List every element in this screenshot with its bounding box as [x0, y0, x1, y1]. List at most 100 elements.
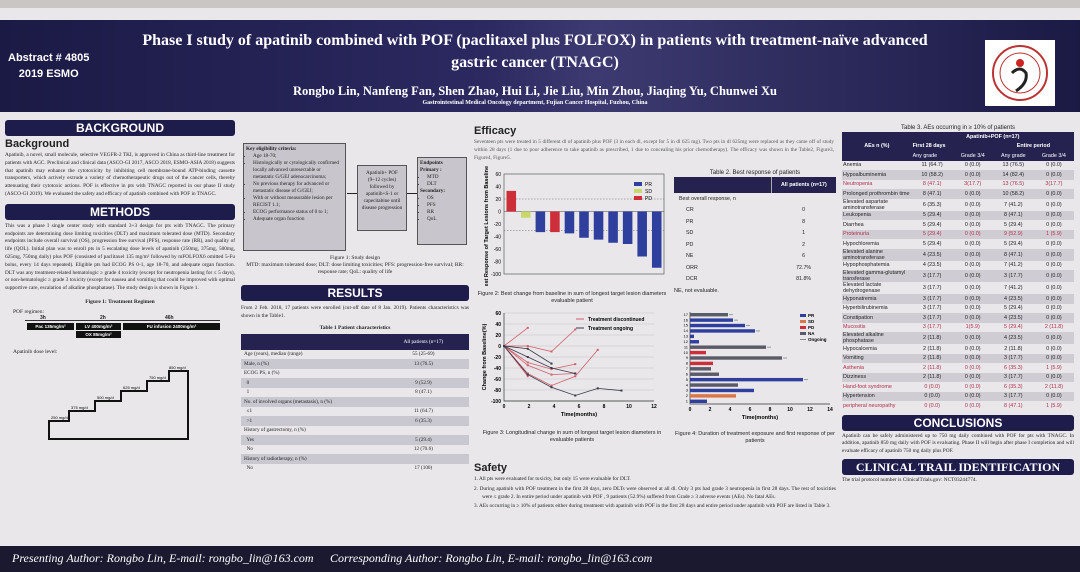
bar-pr	[690, 340, 699, 344]
ae-name: Leukopenia	[842, 210, 912, 220]
ae-value: 5 (29.4)	[911, 210, 953, 220]
data-point	[550, 386, 553, 389]
poster-header: Abstract # 4805 2019 ESMO Phase I study o…	[0, 20, 1080, 112]
y-tick-label: -80	[494, 260, 501, 266]
y-tick-label: 0	[498, 210, 501, 216]
bar-na	[690, 372, 719, 376]
pac-block: Pac 135mg/m²	[27, 322, 74, 330]
bar-pr	[579, 211, 589, 239]
ae-value: 0 (0.0)	[964, 383, 981, 390]
ae-value: 14 (82.4)	[992, 170, 1034, 180]
patient-label: 11	[684, 344, 689, 349]
response-label: ORR	[686, 264, 698, 271]
ae-value: 5 (29.4)	[1004, 221, 1023, 228]
data-point	[526, 345, 529, 348]
table-row: History of gastrectomy, n (%)	[241, 426, 469, 436]
lv-block: LV 400mg/m²	[76, 322, 121, 330]
efficacy-heading: Efficacy	[474, 125, 517, 137]
dose-label: 625 mg/d	[123, 385, 140, 390]
patient-label: 7	[686, 366, 689, 371]
ae-value: 2 (11.8)	[1004, 345, 1023, 352]
table-row: Hand-foot syndrome 0 (0.0) 0 (0.0) 6 (35.3)…	[842, 382, 1074, 392]
row-value: 11 (64.7)	[413, 408, 433, 415]
meeting-name: 2019 ESMO	[18, 68, 79, 80]
secondary-endpoint: RR	[427, 209, 464, 216]
ae-name: Hypoalbuminemia	[842, 170, 912, 180]
hospital-logo	[985, 40, 1055, 106]
criterion: With or without measurable lesion per RE…	[253, 195, 343, 209]
data-point	[550, 362, 553, 365]
table-row: Elevated alkaline phosphatase 2 (11.8) 0 (…	[842, 332, 1074, 344]
patient-label: 12	[684, 339, 689, 344]
fig2-caption: Figure 2: Best change from baseline in s…	[477, 291, 667, 305]
ae-value: 0 (0.0)	[1046, 345, 1062, 352]
grade34-header: Grade 3/4	[952, 151, 993, 161]
background-text: Apatinib, a novel, small molecule, selec…	[5, 152, 235, 197]
table-row: No 17 (100)	[241, 464, 469, 474]
x-tick-label: 6	[749, 407, 752, 413]
criterion: ECOG performance status of 0 to 1;	[253, 209, 343, 216]
row-label: >1	[241, 416, 378, 426]
table-row: Elevated aspartate aminotransferase 6 (35…	[842, 199, 1074, 211]
bar-sd	[690, 394, 736, 398]
table-row: ORR 72.7%	[674, 262, 836, 274]
table-row: Hypophosphatemia 4 (23.5) 0 (0.0) 7 (41.2) 0…	[842, 261, 1074, 271]
any-grade-header: Any grade	[992, 151, 1034, 161]
ae-value: 5 (29.4)	[922, 240, 942, 247]
x-axis-label: Time(months)	[742, 415, 778, 421]
ae-value: 6 (35.3)	[1004, 383, 1023, 390]
y-tick-label: -60	[494, 377, 501, 383]
legend-label: PD	[808, 325, 815, 330]
data-point	[620, 389, 623, 392]
ae-value: 4 (23.5)	[922, 262, 942, 269]
row-value	[377, 454, 469, 464]
bar-pr	[690, 334, 694, 339]
ae-value: 0 (0.0)	[1046, 201, 1062, 208]
time-3h: 3h	[40, 314, 46, 321]
ox-block: OX 85mg/m²	[76, 330, 121, 338]
legend-label: PR	[808, 313, 815, 318]
safety-item: 1. All pts were evaluated for toxicity, …	[474, 476, 631, 482]
table-row: Diarrhea 5 (29.4) 0 (0.0) 5 (29.4) 0 (0.0)	[842, 220, 1074, 230]
data-point	[526, 375, 529, 378]
bar-pr	[690, 329, 755, 333]
table-row: Mucositis 3 (17.7) 1(5.9) 5 (29.4) 2 (11.8)	[842, 323, 1074, 333]
y-tick-label: -40	[494, 235, 501, 241]
row-label: No	[244, 446, 253, 453]
ae-name: Vomiting	[842, 353, 912, 363]
row-value: 12 (70.6)	[413, 446, 433, 453]
patient-label: 2	[686, 393, 689, 398]
row-label: Age (years), median (range)	[244, 351, 303, 358]
ae-value: 0 (0.0)	[952, 229, 993, 239]
data-point	[526, 348, 529, 351]
ae-value: 0 (0.0)	[1033, 353, 1074, 363]
ae-name: Hyponatremia	[842, 294, 912, 304]
ae-value: 2 (11.8)	[911, 353, 953, 363]
ae-value: 3 (17.7)	[922, 305, 942, 312]
bar-pd	[690, 361, 713, 366]
primary-list: MTDDLT	[420, 174, 464, 188]
data-point	[550, 350, 553, 353]
x-tick-label: 2	[528, 404, 531, 410]
criteria-list: Age 18-70;Histologically or cytologicall…	[246, 153, 343, 223]
response-label: CR	[686, 207, 694, 214]
bar-pd	[550, 211, 560, 233]
conclusions-text: Apatinib can be safely administered up t…	[842, 432, 1074, 455]
ae-name: Neutropenia	[843, 181, 873, 188]
ae-value: 0 (0.0)	[964, 162, 981, 169]
data-point	[526, 361, 529, 364]
data-point	[550, 373, 553, 376]
ae-value: 0 (0.0)	[952, 170, 993, 180]
table-row: ≤1 11 (64.7)	[241, 407, 469, 417]
table2-col-header: All patients (n=17)	[770, 177, 836, 193]
ae-value: 4 (23.5)	[992, 313, 1034, 323]
bar-pr	[564, 211, 575, 234]
fu-block: FU infusion 2400mg/m²	[123, 322, 220, 330]
table-row: Elevated alanine aminotransferase 4 (23.5…	[842, 248, 1074, 261]
dose-label: 850 mg/d	[169, 365, 186, 370]
ae-name: Elevated gamma-glutamyl transferase	[842, 270, 912, 282]
authors: Rongbo Lin, Nanfeng Fan, Shen Zhao, Hui …	[293, 84, 777, 98]
